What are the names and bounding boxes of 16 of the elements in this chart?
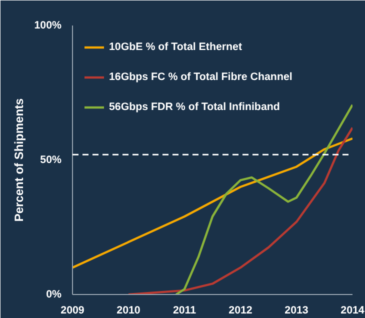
line-series	[175, 104, 352, 294]
y-tick-label: 0%	[46, 288, 62, 300]
x-tick-label: 2013	[284, 304, 308, 316]
y-tick-label: 50%	[40, 154, 62, 166]
x-tick-label: 2014	[340, 304, 364, 316]
x-tick-label: 2012	[228, 304, 252, 316]
line-series	[127, 126, 352, 294]
legend-label: 56Gbps FDR % of Total Infiniband	[109, 101, 280, 113]
x-tick-label: 2010	[116, 304, 140, 316]
x-tick-label: 2009	[60, 304, 84, 316]
legend-label: 16Gbps FC % of Total Fibre Channel	[109, 71, 292, 83]
y-axis-title: Percent of Shipments	[12, 98, 26, 222]
line-series	[72, 137, 352, 269]
legend-label: 10GbE % of Total Ethernet	[109, 41, 242, 53]
y-tick-label: 100%	[34, 20, 62, 32]
x-tick-label: 2011	[172, 304, 196, 316]
